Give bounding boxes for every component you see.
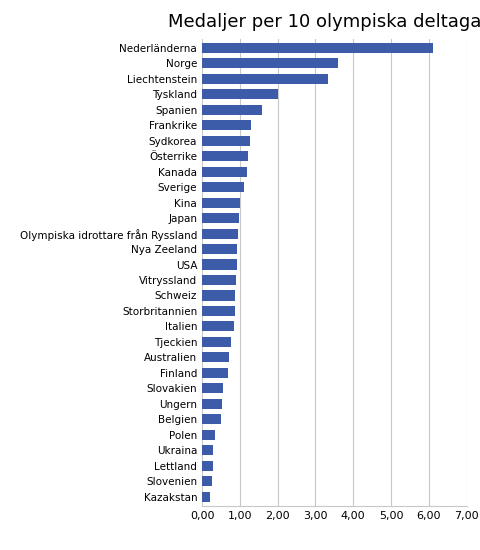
Bar bbox=[202, 197, 240, 207]
Bar bbox=[202, 476, 212, 486]
Bar bbox=[202, 399, 222, 409]
Bar bbox=[202, 306, 234, 316]
Bar bbox=[202, 89, 277, 99]
Bar bbox=[202, 492, 210, 502]
Bar bbox=[202, 430, 215, 440]
Bar bbox=[202, 368, 227, 378]
Bar bbox=[202, 461, 212, 471]
Bar bbox=[202, 260, 236, 270]
Bar bbox=[202, 104, 262, 115]
Title: Medaljer per 10 olympiska deltagare: Medaljer per 10 olympiska deltagare bbox=[168, 13, 480, 31]
Bar bbox=[202, 414, 220, 425]
Bar bbox=[202, 353, 229, 362]
Bar bbox=[202, 290, 235, 300]
Bar bbox=[202, 120, 251, 130]
Bar bbox=[202, 337, 231, 347]
Bar bbox=[202, 446, 213, 455]
Bar bbox=[202, 58, 337, 68]
Bar bbox=[202, 151, 248, 161]
Bar bbox=[202, 43, 432, 53]
Bar bbox=[202, 228, 238, 239]
Bar bbox=[202, 167, 246, 177]
Bar bbox=[202, 182, 243, 192]
Bar bbox=[202, 74, 327, 84]
Bar bbox=[202, 321, 233, 332]
Bar bbox=[202, 275, 236, 285]
Bar bbox=[202, 383, 222, 393]
Bar bbox=[202, 136, 250, 146]
Bar bbox=[202, 244, 237, 254]
Bar bbox=[202, 213, 238, 223]
